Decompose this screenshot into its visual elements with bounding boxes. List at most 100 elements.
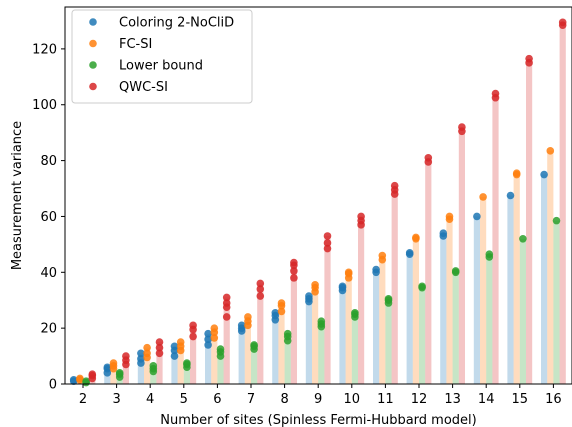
bar-lower-bound-10 — [351, 312, 358, 384]
x-tick-label-2: 2 — [79, 392, 87, 407]
bar-lower-bound-14 — [486, 254, 493, 384]
bar-coloring-2-noclid-12 — [406, 252, 413, 384]
point-qwc-si-9-1 — [323, 239, 332, 247]
point-lower-bound-8-2 — [283, 329, 292, 338]
point-qwc-si-6-2 — [222, 299, 231, 307]
y-tick-label-60: 60 — [40, 210, 57, 225]
point-lower-bound-14-1 — [485, 250, 494, 258]
bar-coloring-2-noclid-5 — [171, 346, 178, 384]
point-qwc-si-10-2 — [357, 212, 365, 221]
bar-qwc-si-14 — [492, 93, 499, 384]
point-fc-si-15-1 — [512, 169, 521, 177]
point-qwc-si-5-0 — [189, 332, 197, 341]
point-qwc-si-8-0 — [290, 274, 298, 282]
legend-marker-fc-si — [89, 39, 97, 48]
y-axis-label: Measurement variance — [10, 121, 25, 270]
point-qwc-si-4-2 — [155, 338, 164, 346]
x-tick-label-3: 3 — [112, 392, 120, 407]
point-fc-si-8-0 — [277, 307, 286, 316]
bar-coloring-2-noclid-16 — [541, 174, 548, 384]
bar-lower-bound-6 — [217, 349, 224, 384]
x-tick-label-8: 8 — [280, 392, 288, 407]
bar-qwc-si-10 — [358, 216, 365, 384]
x-tick-label-10: 10 — [344, 392, 361, 407]
bar-qwc-si-8 — [290, 262, 297, 384]
point-fc-si-11-1 — [378, 251, 387, 260]
point-fc-si-9-2 — [311, 281, 319, 289]
point-lower-bound-12-1 — [418, 282, 426, 291]
x-tick-label-11: 11 — [377, 392, 394, 407]
bar-fc-si-12 — [412, 237, 419, 384]
point-qwc-si-12-1 — [424, 154, 433, 162]
bar-coloring-2-noclid-14 — [473, 216, 480, 384]
legend-marker-lower-bound — [89, 61, 97, 69]
y-axis: 0 20 40 60 80 100 120 — [32, 42, 65, 393]
bar-coloring-2-noclid-15 — [507, 195, 514, 384]
point-lower-bound-7-2 — [250, 341, 258, 349]
legend-label-coloring-2-noclid: Coloring 2-NoCliD — [119, 16, 234, 31]
point-qwc-si-14-1 — [491, 89, 500, 98]
y-tick-label-80: 80 — [40, 154, 57, 169]
bar-coloring-2-noclid-9 — [305, 296, 312, 384]
bar-fc-si-4 — [144, 347, 151, 384]
point-lower-bound-15-0 — [519, 234, 527, 243]
bar-qwc-si-5 — [190, 325, 197, 384]
point-coloring-2-noclid-14-0 — [473, 212, 481, 221]
point-fc-si-2-1 — [76, 374, 84, 383]
point-qwc-si-13-1 — [458, 123, 466, 131]
point-qwc-si-3-2 — [122, 352, 130, 360]
point-fc-si-10-2 — [344, 268, 353, 277]
point-qwc-si-15-1 — [525, 54, 533, 63]
bar-fc-si-5 — [177, 342, 184, 384]
point-coloring-2-noclid-6-0 — [204, 341, 212, 349]
bar-fc-si-13 — [446, 216, 453, 384]
point-qwc-si-7-1 — [256, 285, 265, 293]
bar-fc-si-3 — [110, 363, 117, 384]
bar-lower-bound-16 — [553, 220, 560, 384]
legend-frame — [71, 9, 253, 104]
bar-lower-bound-9 — [318, 321, 325, 384]
x-tick-label-7: 7 — [247, 392, 255, 407]
bar-lower-bound-12 — [419, 286, 426, 384]
point-coloring-2-noclid-16-0 — [540, 170, 548, 179]
y-tick-label-100: 100 — [32, 98, 57, 113]
point-fc-si-3-2 — [109, 359, 118, 367]
point-fc-si-6-0 — [210, 334, 219, 342]
point-fc-si-6-2 — [210, 324, 219, 332]
point-coloring-2-noclid-4-1 — [137, 355, 145, 363]
point-qwc-si-2-2 — [88, 370, 97, 379]
bar-coloring-2-noclid-7 — [238, 325, 245, 384]
x-tick-label-4: 4 — [146, 392, 154, 407]
bar-lower-bound-7 — [251, 344, 258, 384]
point-lower-bound-16-0 — [552, 216, 561, 225]
bar-fc-si-7 — [244, 316, 251, 384]
bar-fc-si-14 — [480, 196, 487, 384]
bar-coloring-2-noclid-4 — [137, 353, 144, 384]
point-lower-bound-2-1 — [82, 377, 90, 386]
x-tick-label-12: 12 — [411, 392, 428, 407]
point-fc-si-8-2 — [277, 299, 286, 307]
point-fc-si-12-1 — [412, 233, 420, 242]
point-coloring-2-noclid-7-2 — [237, 321, 246, 330]
legend-label-qwc-si: QWC-SI — [119, 80, 168, 95]
y-tick-label-0: 0 — [49, 378, 57, 393]
legend-marker-qwc-si — [89, 82, 97, 91]
bar-lower-bound-11 — [385, 298, 392, 384]
x-tick-label-16: 16 — [545, 392, 562, 407]
bar-qwc-si-13 — [458, 127, 465, 384]
point-coloring-2-noclid-15-0 — [506, 191, 515, 200]
point-coloring-2-noclid-4-2 — [137, 349, 145, 358]
point-coloring-2-noclid-5-0 — [170, 352, 179, 360]
point-fc-si-5-2 — [176, 338, 185, 346]
point-qwc-si-6-3 — [222, 293, 231, 302]
x-tick-label-9: 9 — [314, 392, 322, 407]
bar-qwc-si-16 — [559, 22, 566, 385]
x-tick-label-6: 6 — [213, 392, 221, 407]
bar-coloring-2-noclid-10 — [339, 286, 346, 384]
point-coloring-2-noclid-5-2 — [170, 342, 179, 351]
point-qwc-si-4-1 — [155, 343, 164, 352]
bar-qwc-si-6 — [223, 297, 230, 384]
bar-lower-bound-5 — [183, 363, 190, 384]
bar-fc-si-8 — [278, 303, 285, 384]
